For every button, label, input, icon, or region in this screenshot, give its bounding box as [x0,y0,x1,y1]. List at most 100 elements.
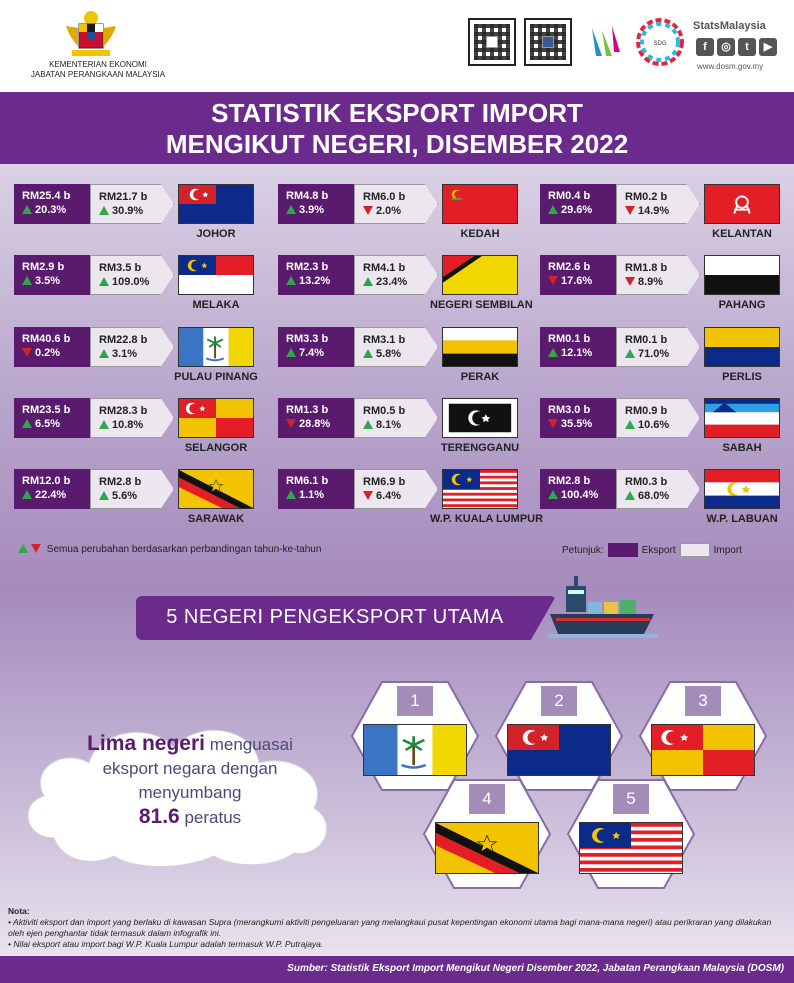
state-name: PULAU PINANG [174,371,258,383]
export-change-value: 13.2% [299,275,331,287]
kuala-lumpur-flag-icon [579,822,683,874]
export-box: RM2.8 b 100.4% [540,469,616,509]
export-value: RM1.3 b [286,404,329,416]
state-card: RM12.0 b 22.4% RM2.8 b 5.6% SARAWAK [14,469,266,531]
cargo-ship-icon [548,576,658,638]
import-value: RM4.1 b [363,262,406,274]
import-box: RM0.5 b 8.1% [354,398,438,438]
export-change: 12.1% [548,346,612,360]
legend: Petunjuk: Eksport Import [562,543,742,557]
state-name: W.P. LABUAN [706,513,778,525]
youtube-icon[interactable]: ▶ [759,38,777,56]
export-change: 3.5% [22,274,86,288]
state-card: RM23.5 b 6.5% RM28.3 b 10.8% SELANGOR [14,398,266,460]
qr-code-icon[interactable] [524,18,572,66]
export-change: 13.2% [286,274,350,288]
import-change-value: 2.0% [376,205,402,217]
up-arrow-icon [548,348,558,357]
export-value: RM12.0 b [22,475,71,487]
qr-code-icon[interactable] [468,18,516,66]
website-url[interactable]: www.dosm.gov.my [697,62,764,71]
state-name: KEDAH [460,228,500,240]
import-change-value: 6.4% [376,490,402,502]
up-arrow-icon [99,420,109,429]
export-box: RM4.8 b 3.9% [278,184,354,224]
export-value: RM2.6 b [548,261,591,273]
export-box: RM3.0 b 35.5% [540,398,616,438]
up-arrow-icon [99,491,109,500]
import-value: RM3.1 b [363,334,406,346]
kuala-lumpur-flag-icon [442,469,518,509]
state-name: MELAKA [192,299,240,311]
down-arrow-icon [625,277,635,286]
import-change-value: 30.9% [112,205,144,217]
export-change: 6.5% [22,417,86,431]
down-arrow-icon [363,491,373,500]
up-arrow-icon [625,420,635,429]
cloud-text2: eksport negara dengan [102,759,278,778]
state-name: SABAH [722,442,762,454]
export-value: RM23.5 b [22,404,71,416]
export-change-value: 17.6% [561,275,593,287]
state-name: JOHOR [196,228,236,240]
up-arrow-icon [22,490,32,499]
perlis-flag-icon [704,327,780,367]
johor-flag-icon [507,724,611,776]
state-card: RM3.0 b 35.5% RM0.9 b 10.6% SABAH [540,398,792,460]
import-value: RM2.8 b [99,476,142,488]
import-change-value: 10.6% [638,419,670,431]
import-change: 2.0% [363,204,433,218]
import-change-value: 3.1% [112,348,138,360]
terengganu-flag-icon [442,398,518,438]
cloud-shape [27,729,327,867]
facebook-icon[interactable]: f [696,38,714,56]
import-change: 71.0% [625,347,695,361]
rank-badge: 3 [685,686,721,716]
title-line1: STATISTIK EKSPORT IMPORT [211,98,583,128]
import-value: RM6.9 b [363,476,406,488]
import-change: 10.6% [625,418,695,432]
import-change: 68.0% [625,489,695,503]
instagram-icon[interactable]: ◎ [717,38,735,56]
export-change: 1.1% [286,488,350,502]
export-box: RM2.9 b 3.5% [14,255,90,295]
import-value: RM1.8 b [625,262,668,274]
export-change-value: 100.4% [561,489,599,501]
export-change-value: 1.1% [299,489,325,501]
top5-hexagon: 3 [638,680,768,792]
export-change-value: 22.4% [35,489,67,501]
up-arrow-icon [286,348,296,357]
top5-hexagon: 1 [350,680,480,792]
state-card: RM0.4 b 29.6% RM0.2 b 14.9% KELANTAN [540,184,792,246]
selangor-flag-icon [178,398,254,438]
kelantan-flag-icon [704,184,780,224]
top5-banner [136,596,556,640]
state-name: W.P. KUALA LUMPUR [430,513,544,525]
import-change-value: 23.4% [376,276,408,288]
selangor-flag-icon [651,724,755,776]
up-arrow-icon [286,490,296,499]
cloud-bold: Lima negeri [87,732,205,755]
cloud-text1: menguasai [204,735,293,754]
import-box: RM22.8 b 3.1% [90,327,174,367]
labuan-flag-icon [704,469,780,509]
export-change: 100.4% [548,488,612,502]
import-change: 8.9% [625,275,695,289]
export-value: RM2.3 b [286,261,329,273]
svg-text:SDG: SDG [653,41,666,47]
import-box: RM1.8 b 8.9% [616,255,700,295]
comparison-note: Semua perubahan berdasarkan perbandingan… [18,544,321,555]
export-box: RM0.4 b 29.6% [540,184,616,224]
top5-hexagon: 4 [422,778,552,890]
state-name: PAHANG [718,299,766,311]
export-change: 35.5% [548,417,612,431]
export-change-value: 20.3% [35,204,67,216]
cloud-text3: menyumbang [138,783,242,802]
perak-flag-icon [442,327,518,367]
twitter-icon[interactable]: t [738,38,756,56]
export-change: 3.9% [286,203,350,217]
brand-name: StatsMalaysia [693,20,766,32]
export-value: RM3.0 b [548,404,591,416]
rank-badge: 5 [613,784,649,814]
import-change-value: 10.8% [112,419,144,431]
